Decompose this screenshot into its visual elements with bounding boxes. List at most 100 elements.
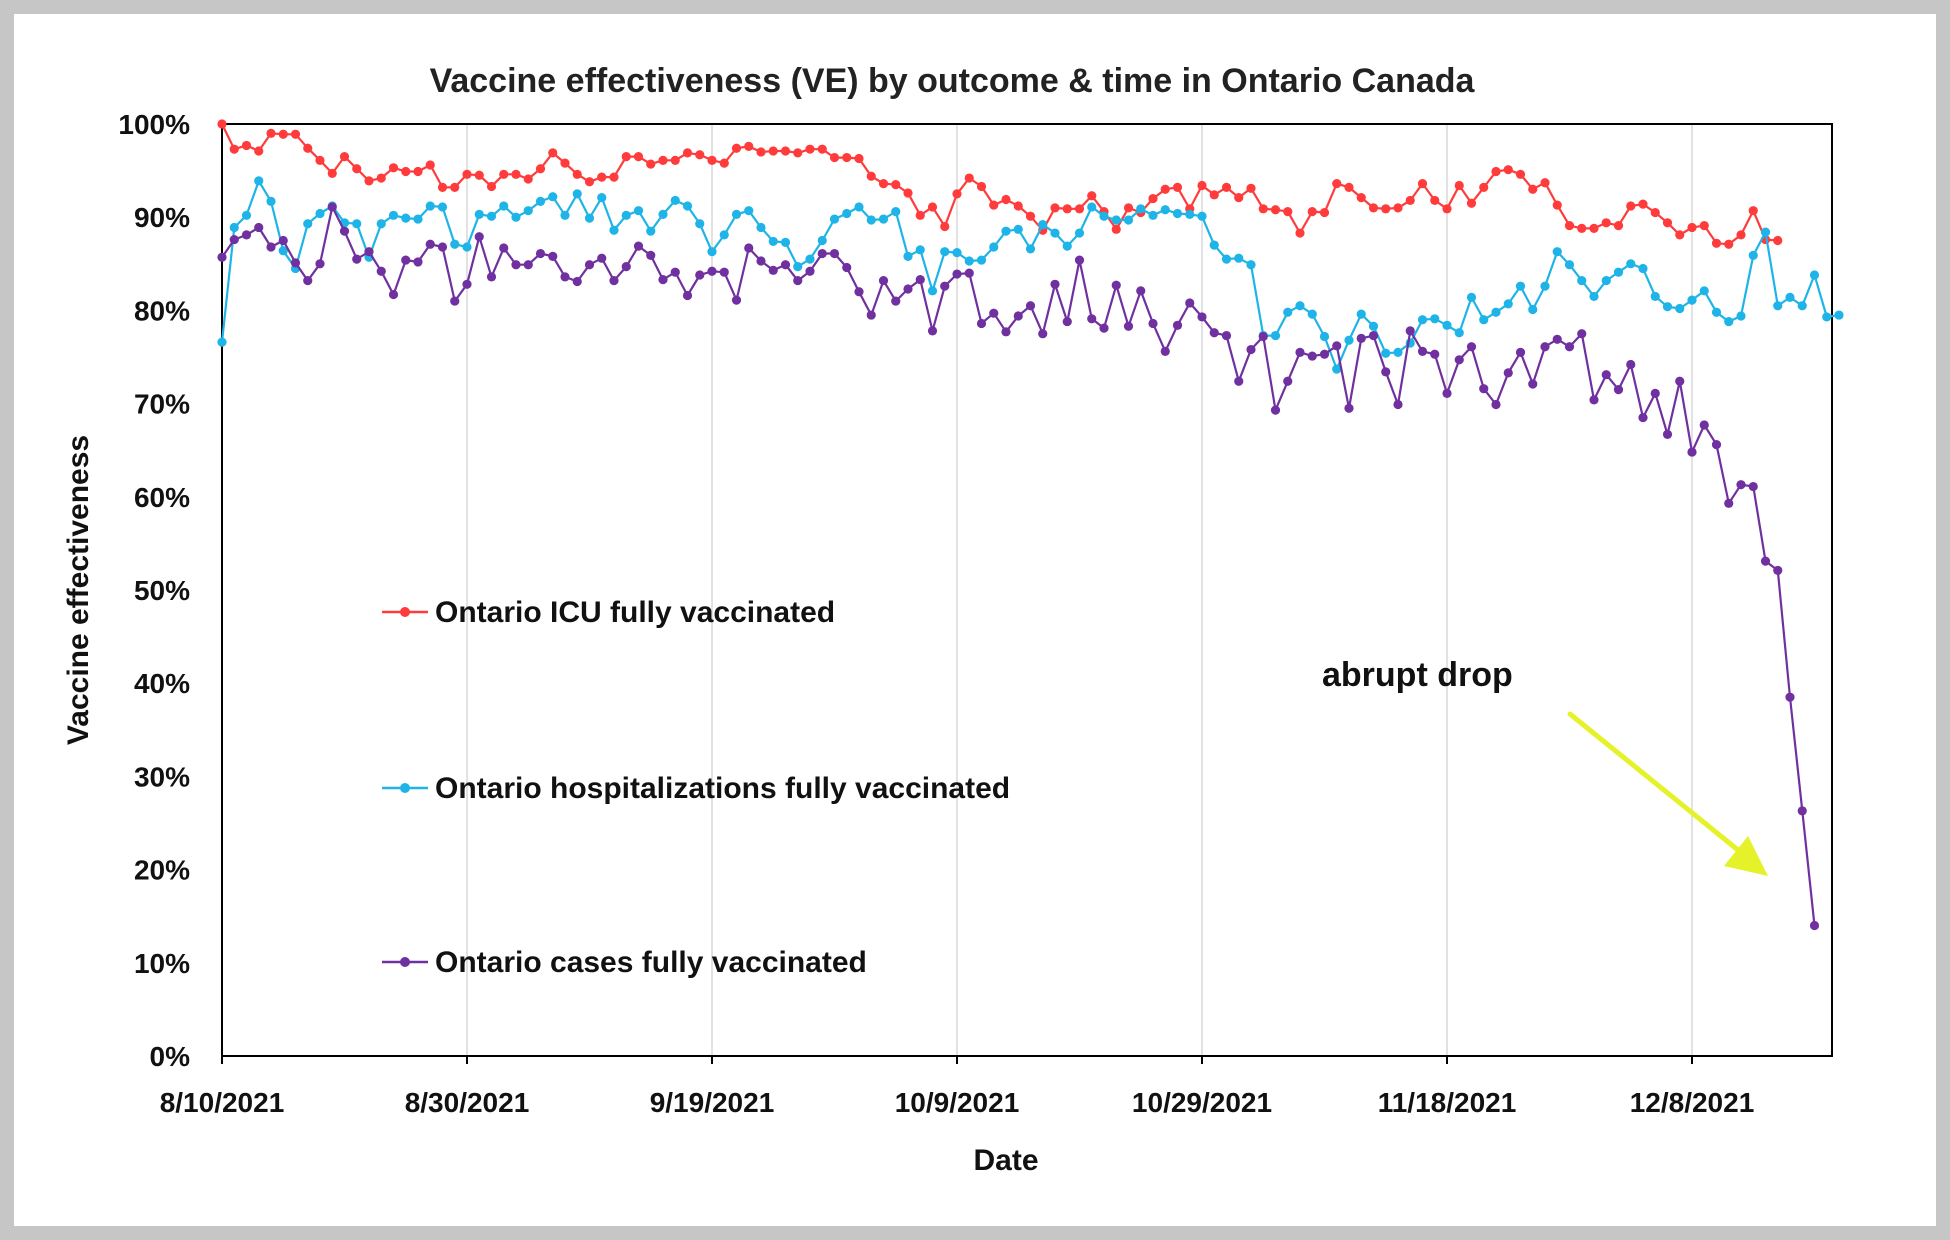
data-point: [1295, 228, 1305, 238]
data-point: [388, 289, 399, 300]
data-point: [523, 174, 533, 184]
data-point: [756, 222, 766, 233]
data-point: [474, 209, 484, 220]
data-point: [1344, 182, 1354, 192]
data-point: [413, 166, 423, 177]
data-point: [1332, 341, 1342, 351]
data-point: [1209, 328, 1219, 338]
data-point: [499, 243, 509, 253]
x-axis-label: Date: [973, 1144, 1038, 1177]
annotation-abrupt-drop: abrupt drop: [1322, 656, 1513, 694]
data-point: [891, 296, 901, 306]
data-point: [1809, 270, 1820, 280]
data-point: [1393, 399, 1403, 410]
data-point: [1773, 565, 1783, 576]
data-point: [1491, 166, 1501, 177]
data-point: [241, 210, 252, 220]
data-point: [1601, 370, 1611, 380]
data-point: [1270, 205, 1281, 215]
data-point: [1577, 275, 1587, 286]
data-point: [609, 275, 619, 286]
data-point: [1074, 255, 1085, 265]
data-point: [364, 176, 374, 186]
data-point: [1344, 335, 1354, 345]
data-point: [695, 219, 705, 229]
data-point: [1197, 180, 1207, 191]
data-point: [976, 181, 987, 192]
data-point: [315, 208, 325, 219]
data-point: [964, 256, 974, 266]
data-point: [1025, 211, 1036, 221]
data-point: [401, 255, 411, 265]
data-point: [1270, 405, 1281, 415]
data-point: [278, 129, 288, 139]
data-point: [756, 256, 766, 266]
data-point: [1724, 316, 1734, 327]
data-point: [474, 170, 484, 180]
data-point: [425, 201, 435, 211]
data-point: [633, 152, 644, 162]
data-point: [339, 152, 350, 162]
data-point: [1025, 301, 1036, 311]
data-point: [1356, 193, 1366, 203]
data-point: [646, 159, 656, 169]
data-point: [891, 179, 901, 190]
data-point: [1332, 364, 1342, 374]
data-point: [1601, 218, 1611, 228]
data-point: [1038, 220, 1048, 230]
data-point: [633, 206, 644, 216]
data-point: [1503, 165, 1513, 175]
data-point: [1123, 215, 1134, 225]
y-tick-label: 50%: [134, 575, 190, 606]
data-point: [511, 169, 521, 179]
data-point: [1209, 190, 1219, 200]
data-point: [829, 152, 840, 163]
data-point: [572, 189, 582, 199]
data-point: [241, 230, 252, 240]
data-point: [1724, 498, 1734, 508]
data-point: [1283, 307, 1293, 317]
data-point: [499, 169, 509, 179]
data-point: [327, 168, 337, 178]
legend-item: Ontario cases fully vaccinated: [382, 946, 867, 979]
data-point: [1074, 228, 1085, 238]
x-tick-label: 10/9/2021: [895, 1087, 1020, 1118]
data-point: [597, 193, 607, 203]
y-tick-label: 20%: [134, 855, 190, 886]
data-point: [1295, 347, 1305, 357]
data-point: [658, 209, 668, 220]
data-point: [1552, 247, 1562, 257]
data-point: [1160, 184, 1170, 194]
data-point: [1381, 348, 1391, 358]
data-point: [927, 286, 938, 296]
data-point: [1736, 311, 1746, 321]
data-point: [707, 266, 717, 276]
data-point: [1356, 309, 1366, 319]
data-point: [1736, 230, 1746, 240]
data-point: [964, 173, 974, 183]
data-point: [217, 337, 227, 347]
data-point: [1662, 218, 1673, 228]
data-point: [1307, 207, 1317, 217]
data-point: [1221, 254, 1232, 264]
data-point: [290, 258, 301, 268]
data-point: [1736, 480, 1746, 490]
data-point: [878, 275, 889, 286]
data-point: [413, 214, 423, 224]
x-tick-label: 9/19/2021: [650, 1087, 775, 1118]
data-point: [1638, 412, 1648, 423]
data-point: [633, 241, 644, 251]
y-tick-label: 60%: [134, 482, 190, 513]
data-point: [719, 230, 729, 240]
data-point: [1699, 420, 1709, 430]
data-point: [817, 248, 827, 259]
data-point: [1405, 326, 1415, 336]
data-point: [903, 284, 913, 294]
data-point: [1564, 342, 1575, 352]
data-point: [780, 146, 791, 156]
data-point: [903, 251, 913, 261]
data-point: [462, 279, 472, 289]
data-point: [866, 215, 876, 225]
data-point: [1687, 447, 1697, 457]
data-point: [486, 272, 497, 282]
